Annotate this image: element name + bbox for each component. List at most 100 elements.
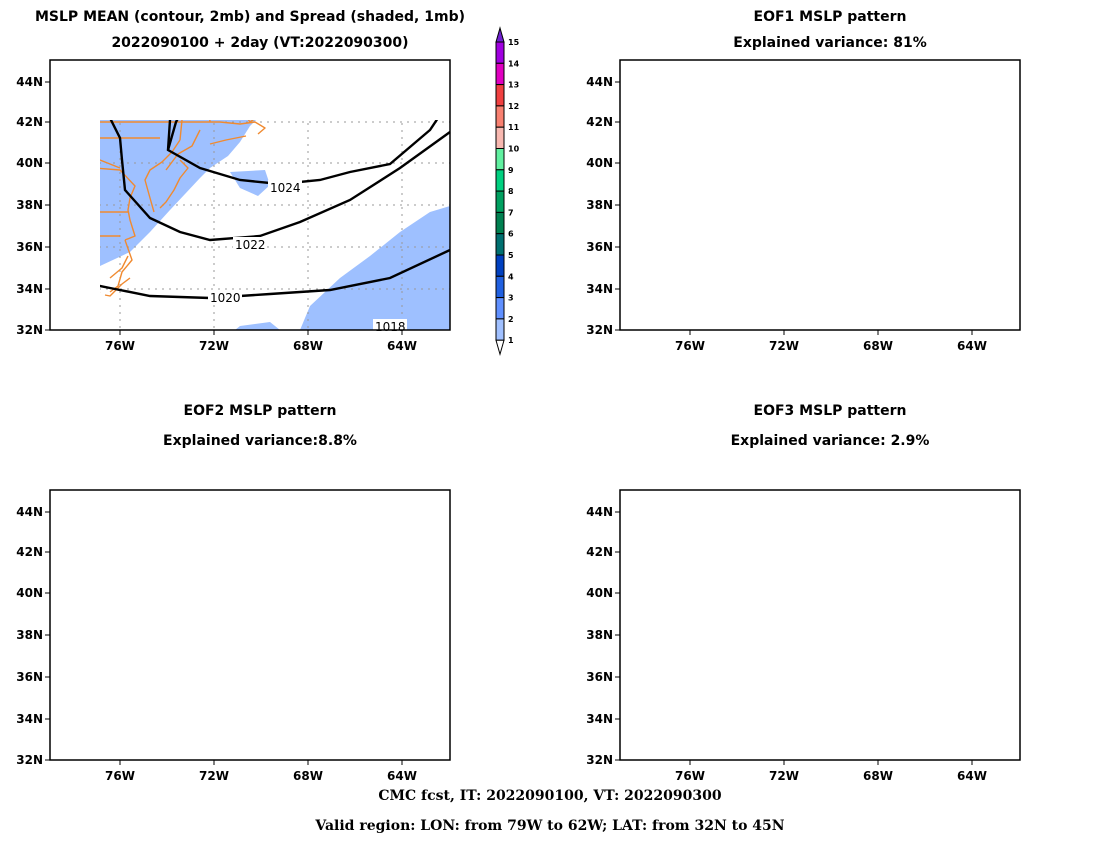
spread-shading — [100, 120, 450, 330]
lon-tick-label: 72W — [769, 339, 799, 353]
eof2-contours — [50, 544, 450, 760]
colorbar-level-label: 15 — [508, 38, 520, 47]
lat-tick-label: 34N — [16, 282, 43, 296]
panel4-map: 0 — [619, 489, 1021, 761]
colorbar-level-label: 7 — [508, 208, 514, 217]
panel4-subtitle: Explained variance: 2.9% — [730, 433, 930, 449]
lat-tick-label: 32N — [16, 323, 43, 337]
panel3-frame — [49, 489, 451, 761]
colorbar-top-triangle — [495, 26, 505, 43]
lat-tick-label: 38N — [586, 628, 613, 642]
lat-tick-label: 40N — [586, 586, 613, 600]
panel1-title: MSLP MEAN (contour, 2mb) and Spread (sha… — [35, 9, 465, 25]
lat-tick-label: 40N — [16, 156, 43, 170]
contour-label: 0 — [221, 646, 229, 660]
panel2-title: EOF1 MSLP pattern — [753, 9, 907, 25]
lat-tick-label: 36N — [586, 240, 613, 254]
eof1-contours — [620, 116, 1020, 326]
lon-tick-label: 76W — [675, 339, 705, 353]
axis-ticks: 44N 42N 40N 38N 36N 34N 32N 76W 72W 68W 64W 44N 42N 4… — [16, 75, 987, 783]
lon-tick-label: 68W — [863, 769, 893, 783]
contour-label: 0 — [373, 588, 381, 602]
colorbar-swatch — [495, 148, 505, 171]
panel3-title: EOF2 MSLP pattern — [183, 403, 337, 419]
mslp-mean-contours — [100, 120, 451, 300]
lon-tick-label: 72W — [199, 339, 229, 353]
lat-tick-label: 34N — [586, 282, 613, 296]
contour-label: 1024 — [270, 181, 301, 195]
panel1-frame — [49, 59, 451, 331]
contour-label: 1020 — [210, 291, 241, 305]
lat-tick-label: 42N — [16, 545, 43, 559]
contour-label: 1020 — [59, 93, 92, 116]
lat-tick-label: 36N — [586, 670, 613, 684]
lat-tick-label: 44N — [586, 505, 613, 519]
colorbar-swatch — [495, 318, 505, 341]
colorbar-swatch — [495, 233, 505, 256]
panel1-map: 1020 1024 1022 1020 1018 — [49, 59, 451, 334]
lat-tick-label: 38N — [16, 628, 43, 642]
lon-tick-label: 68W — [863, 339, 893, 353]
panel3-map: 0 0 0 2 — [49, 489, 451, 761]
colorbar-swatch — [495, 211, 505, 235]
contour-label: 1022 — [235, 238, 266, 252]
lat-tick-label: 32N — [16, 753, 43, 767]
colorbar-swatch — [495, 126, 505, 149]
contour-label: 1 — [983, 241, 991, 255]
colorbar-level-label: 11 — [508, 123, 520, 132]
lat-tick-label: 44N — [16, 75, 43, 89]
lat-tick-label: 44N — [16, 505, 43, 519]
colorbar-level-label: 9 — [508, 166, 514, 175]
lat-tick-label: 38N — [586, 198, 613, 212]
lat-tick-label: 42N — [16, 115, 43, 129]
lon-tick-label: 76W — [105, 339, 135, 353]
lon-tick-label: 72W — [199, 769, 229, 783]
colorbar-level-label: 1 — [508, 336, 514, 345]
lat-tick-label: 36N — [16, 670, 43, 684]
lon-tick-label: 64W — [957, 339, 987, 353]
colorbar-swatch — [495, 41, 505, 64]
lon-tick-label: 64W — [957, 769, 987, 783]
colorbar-level-label: 10 — [508, 145, 520, 154]
colorbar-swatch — [495, 84, 505, 107]
colorbar-swatch — [495, 254, 505, 277]
lat-tick-label: 40N — [586, 156, 613, 170]
colorbar-level-label: 6 — [508, 230, 514, 239]
panel2-subtitle: Explained variance: 81% — [733, 35, 927, 51]
lat-tick-label: 34N — [16, 712, 43, 726]
lat-tick-label: 40N — [16, 586, 43, 600]
panel2-map: 1 1 — [619, 59, 1021, 331]
colorbar-level-label: 5 — [508, 251, 514, 260]
colorbar-swatch — [495, 105, 505, 128]
colorbar-level-label: 12 — [508, 102, 519, 111]
colorbar-swatch — [495, 275, 505, 299]
lat-tick-label: 36N — [16, 240, 43, 254]
colorbar-swatch — [495, 169, 505, 192]
eof3-contours — [888, 734, 930, 760]
footer-valid-region: Valid region: LON: from 79W to 62W; LAT:… — [315, 818, 785, 834]
colorbar-level-label: 14 — [508, 59, 520, 68]
contour-label: 1 — [677, 129, 685, 143]
lat-tick-label: 34N — [586, 712, 613, 726]
lat-tick-label: 44N — [586, 75, 613, 89]
panel4-title: EOF3 MSLP pattern — [753, 403, 907, 419]
colorbar-swatch — [495, 297, 505, 320]
colorbar-bottom-triangle — [495, 339, 505, 357]
lon-tick-label: 76W — [105, 769, 135, 783]
colorbar-level-label: 4 — [508, 272, 514, 281]
contour-label: 2 — [50, 745, 58, 759]
colorbar-level-label: 8 — [508, 187, 514, 196]
lat-tick-label: 32N — [586, 753, 613, 767]
contour-label: 0 — [909, 729, 917, 743]
panel2-frame — [619, 59, 1021, 331]
lat-tick-label: 38N — [16, 198, 43, 212]
lon-tick-label: 64W — [387, 339, 417, 353]
panel3-subtitle: Explained variance:8.8% — [163, 433, 357, 449]
lat-tick-label: 42N — [586, 545, 613, 559]
footer-forecast-info: CMC fcst, IT: 2022090100, VT: 2022090300 — [378, 788, 722, 804]
lon-tick-label: 76W — [675, 769, 705, 783]
contour-label: 1018 — [375, 320, 406, 334]
contour-label: 0 — [433, 575, 441, 589]
panel4-frame — [619, 489, 1021, 761]
